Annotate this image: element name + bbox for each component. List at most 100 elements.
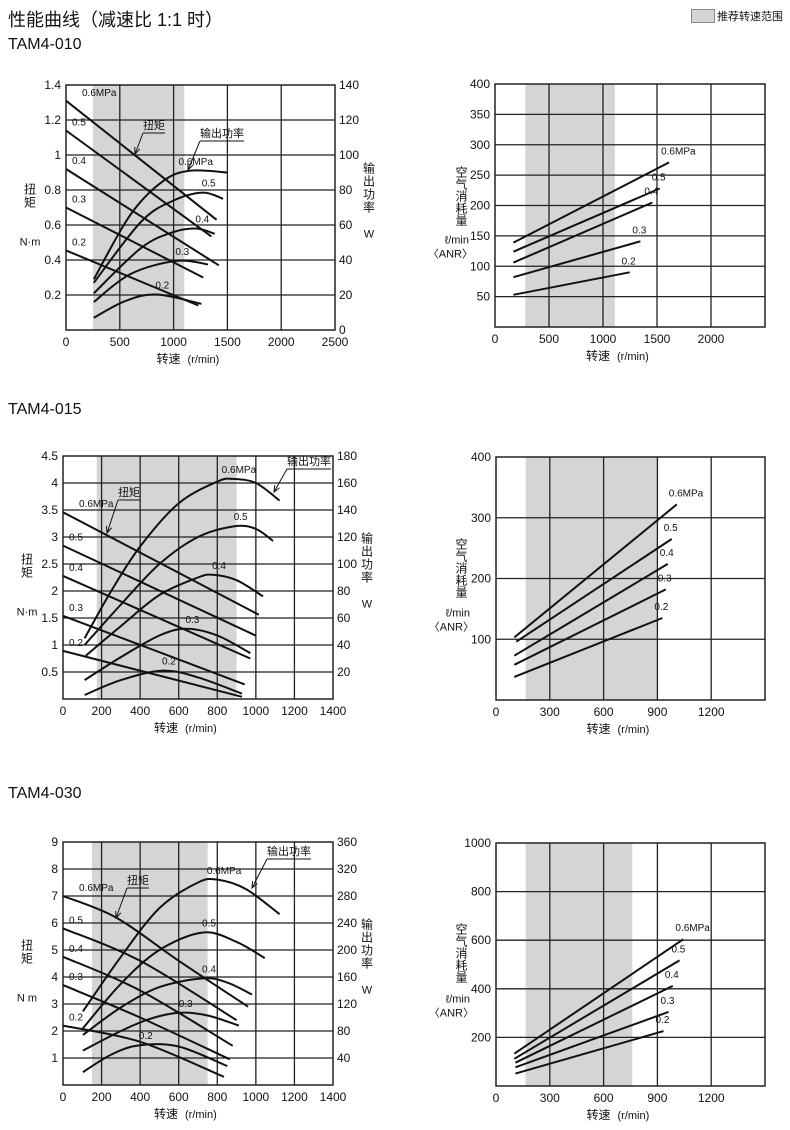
y-tick-label-left: 150	[470, 229, 490, 243]
leader-line	[134, 132, 144, 155]
curve-label: 0.6MPa	[222, 465, 257, 476]
y-tick-label-left: 2.5	[41, 557, 58, 571]
curve-label: 0.5	[202, 918, 216, 929]
chart-tam4-030-torque-power: 0 200 400 600 800 1000 1200 1400 1 2 3 4 5 6 7 8 9 40 80 12…	[17, 835, 373, 1121]
y-axis-title-right: 输出功率	[363, 161, 375, 215]
y-tick-label-left: 100	[470, 259, 490, 273]
power-curve-0.2MPa	[82, 1043, 228, 1074]
x-tick-label: 1000	[243, 704, 270, 718]
power-curve-0.4MPa	[85, 573, 264, 657]
air-curve-0.5MPa	[513, 187, 661, 253]
x-tick-label: 600	[594, 705, 614, 719]
y-tick-label-right: 80	[337, 584, 351, 598]
air-curve-0.6MPa	[513, 938, 684, 1055]
y-axis-unit-left: ℓ/min	[446, 608, 470, 620]
model-title-tam4-010: TAM4-010	[8, 36, 82, 53]
x-tick-label: 200	[92, 704, 112, 718]
y-tick-label-right: 140	[337, 503, 357, 517]
curve-label: 0.5	[234, 512, 248, 523]
power-curve-0.4MPa	[93, 227, 216, 295]
air-consumption-axis-title-tam4-030: 空气消耗量	[451, 923, 468, 983]
y-axis-unit-left: N·m	[20, 237, 41, 249]
x-tick-label: 1400	[320, 704, 347, 718]
torque-curve-0.3MPa	[62, 614, 246, 686]
y-tick-label-left: 0.2	[44, 288, 61, 302]
curve-label: 0.2	[139, 1031, 153, 1042]
torque-annotation: 扭矩	[105, 485, 140, 535]
y-tick-label-left: 350	[470, 107, 490, 121]
x-tick-label: 0	[63, 335, 70, 349]
torque-curve-0.5MPa	[65, 129, 212, 238]
x-tick-label: 900	[647, 705, 667, 719]
y-tick-label-left: 300	[470, 138, 490, 152]
y-tick-label-left: 3.5	[41, 503, 58, 517]
y-axis-unit-right: W	[362, 985, 373, 997]
x-tick-label: 500	[539, 332, 559, 346]
x-axis-title: 转速	[156, 351, 180, 366]
curve-label: 0.6MPa	[675, 923, 710, 934]
y-axis-title-left: 扭矩	[21, 553, 33, 580]
y-tick-label-left: 3	[51, 997, 58, 1011]
chart-tam4-015-air: 0 300 600 900 1200 100 200 300 400 转速 (r/min) ℓ/min…	[429, 450, 766, 736]
x-tick-label: 800	[207, 1090, 227, 1104]
curve-label: 0.5	[202, 179, 216, 190]
x-tick-label: 1500	[214, 335, 241, 349]
curve-label: 0.3	[72, 195, 86, 206]
plot-frame	[494, 83, 766, 328]
y-tick-label-left: 4.5	[41, 449, 58, 463]
curve-label: 0.4	[195, 215, 209, 226]
air-consumption-axis-title-tam4-015: 空气消耗量	[451, 538, 468, 598]
curve-label: 0.2	[162, 657, 176, 668]
y-tick-label-left: 4	[51, 476, 58, 490]
power-annotation: 输出功率	[187, 126, 244, 172]
y-tick-label-right: 120	[337, 997, 357, 1011]
y-axis-title-left: 扭矩	[21, 939, 33, 966]
curve-label: 0.2	[69, 638, 83, 649]
x-axis-unit: (r/min)	[188, 354, 220, 366]
torque-curve-0.5MPa	[62, 544, 257, 637]
x-tick-label: 1500	[644, 332, 671, 346]
y-tick-label-right: 60	[337, 611, 351, 625]
y-tick-label-right: 200	[337, 943, 357, 957]
x-tick-label: 400	[130, 1090, 150, 1104]
y-tick-label-right: 40	[337, 1051, 351, 1065]
torque-curve-0.4MPa	[62, 955, 234, 1047]
y-tick-label-left: 4	[51, 970, 58, 984]
y-tick-label-left: 50	[477, 290, 491, 304]
y-tick-label-left: 1	[51, 1051, 58, 1065]
chart-tam4-010-torque-power: 0 500 1000 1500 2000 25000.20.40.60.811.21.40…	[20, 78, 375, 366]
air-curve-0.2MPa	[513, 617, 663, 678]
y-tick-label-left: 0.8	[44, 183, 61, 197]
plot-frame	[495, 456, 766, 701]
x-tick-label: 0	[493, 705, 500, 719]
y-tick-label-left: 0.5	[41, 665, 58, 679]
x-tick-label: 500	[110, 335, 130, 349]
torque-curve-0.2MPa	[65, 249, 199, 307]
curve-label: 0.6MPa	[79, 883, 114, 894]
y-tick-label-left: 2	[51, 584, 58, 598]
y-axis-unit-left: N m	[17, 993, 37, 1005]
x-axis-unit: (r/min)	[617, 351, 649, 363]
y-tick-label-left: 400	[471, 450, 491, 464]
leader-line	[115, 887, 128, 919]
curve-label: 0.2	[69, 1013, 83, 1024]
x-axis-unit: (r/min)	[185, 1109, 217, 1121]
legend: 推荐转速范围	[691, 8, 783, 24]
power-curve-0.5MPa	[93, 191, 224, 284]
y-axis-unit-right: W	[364, 229, 375, 241]
y-tick-label-right: 40	[337, 638, 351, 652]
curve-label: 0.5	[69, 533, 83, 544]
y-tick-label-left: 300	[471, 511, 491, 525]
y-tick-label-left: 3	[51, 530, 58, 544]
arrow-head-icon	[187, 162, 194, 172]
power-annotation-label: 输出功率	[200, 126, 244, 140]
y-tick-label-left: 1	[51, 638, 58, 652]
curve-label: 0.3	[69, 972, 83, 983]
y-tick-label-left: 400	[470, 77, 490, 91]
x-tick-label: 600	[594, 1091, 614, 1105]
power-curve-0.5MPa	[83, 524, 274, 646]
y-tick-label-left: 0.4	[44, 253, 61, 267]
chart-tam4-015-torque-power: 0 200 400 600 800 1000 1200 1400 0.5 1 1.5 2 2.5 3 3.5…	[17, 449, 373, 735]
curve-label: 0.6MPa	[179, 157, 214, 168]
arrow-head-icon	[273, 484, 280, 494]
